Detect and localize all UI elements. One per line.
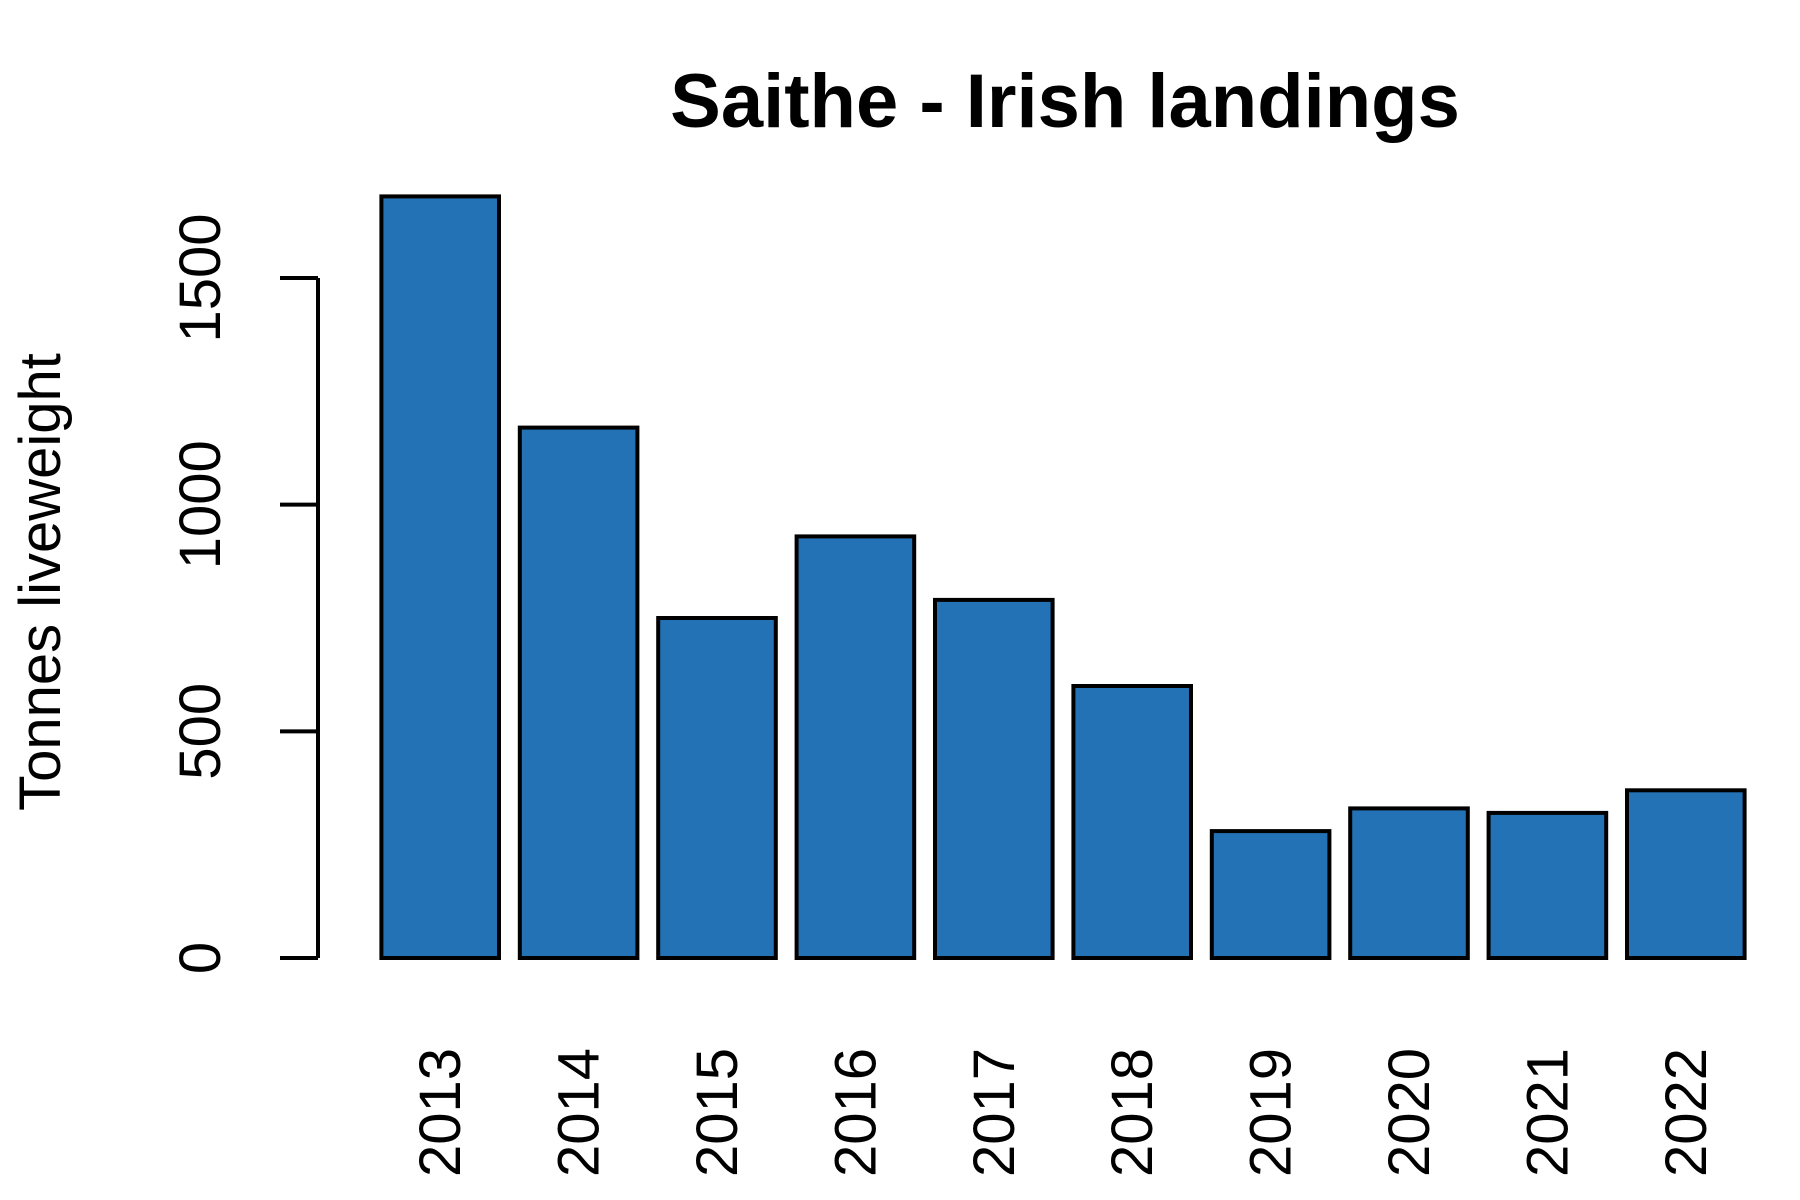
y-axis: 0 500 1000 1500 [168, 213, 320, 974]
y-tick-label-0: 0 [168, 942, 233, 974]
x-axis-labels: 2013 2014 2015 2016 2017 2018 2019 2020 2021 2022 [408, 1048, 1719, 1177]
bar-2020 [1348, 806, 1470, 961]
x-tick-label-2014: 2014 [547, 1048, 612, 1177]
x-tick-label-2019: 2019 [1239, 1048, 1304, 1177]
y-tick-label-1500: 1500 [168, 213, 233, 342]
bar-2017 [933, 597, 1055, 961]
chart-title: Saithe - Irish landings [670, 59, 1460, 144]
y-tick-label-500: 500 [168, 683, 233, 780]
bar-2015 [656, 616, 778, 960]
bar-2018 [1071, 684, 1194, 960]
bar-2021 [1486, 810, 1609, 961]
y-tick-label-1000: 1000 [168, 440, 233, 569]
x-tick-label-2021: 2021 [1515, 1048, 1580, 1177]
x-tick-label-2015: 2015 [685, 1048, 750, 1177]
x-tick-label-2020: 2020 [1377, 1048, 1442, 1177]
x-tick-label-2022: 2022 [1654, 1048, 1719, 1177]
x-tick-label-2018: 2018 [1100, 1048, 1165, 1177]
bar-2014 [517, 425, 640, 961]
x-tick-label-2016: 2016 [823, 1048, 888, 1177]
bar-2022 [1625, 788, 1747, 960]
bar-2019 [1209, 829, 1332, 960]
bars-group [379, 194, 1747, 961]
x-tick-label-2013: 2013 [408, 1048, 473, 1177]
bar-2016 [794, 534, 917, 961]
bar-2013 [379, 194, 501, 960]
x-tick-label-2017: 2017 [962, 1048, 1027, 1177]
y-axis-label: Tonnes liveweight [8, 353, 73, 811]
